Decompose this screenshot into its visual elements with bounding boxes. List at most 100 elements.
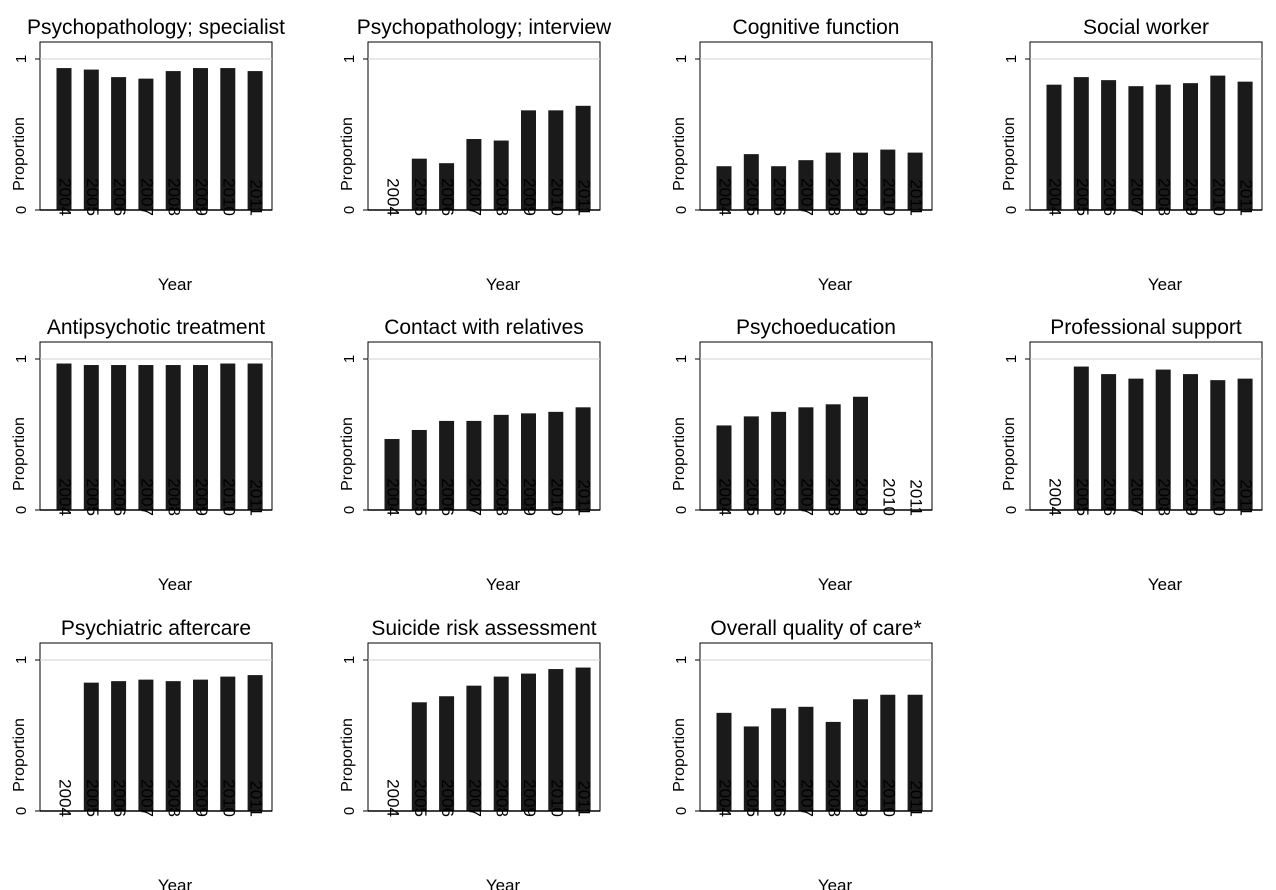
- chart-panel-1: 0 1 Proportion Psychopathology; specialist 2…: [11, 16, 285, 294]
- bar-2005: [411, 702, 427, 811]
- x-tick-label: 2006: [770, 779, 789, 817]
- x-tick-label: 2006: [438, 779, 457, 817]
- bar-2008: [1155, 369, 1171, 510]
- x-tick-label: 2010: [547, 478, 566, 516]
- y-tick-label: 0: [673, 807, 690, 815]
- chart-panel-4: 0 1 Proportion Social worker 2004 2005 2006 200…: [1001, 16, 1263, 294]
- x-tick-label: 2010: [1209, 178, 1228, 216]
- x-tick-label: 2006: [770, 478, 789, 516]
- x-axis-label: Year: [158, 876, 193, 890]
- x-tick-label: 2009: [192, 478, 211, 516]
- bar-2009: [521, 110, 536, 210]
- bar-2005: [743, 154, 759, 210]
- bar-2006: [111, 681, 127, 811]
- bar-2009: [193, 68, 208, 210]
- x-tick-label: 2004: [384, 779, 403, 817]
- bar-2011: [907, 694, 923, 811]
- chart-title: Psychiatric aftercare: [61, 617, 251, 640]
- y-tick-label: 0: [1003, 206, 1020, 214]
- bar-2005: [411, 429, 427, 510]
- x-tick-label: 2008: [493, 478, 512, 516]
- x-tick-label: 2011: [907, 179, 926, 216]
- chart-title: Professional support: [1050, 316, 1242, 339]
- y-tick-label: 0: [13, 807, 30, 815]
- y-axis-label: Proportion: [11, 417, 28, 491]
- x-tick-label: 2010: [1209, 478, 1228, 516]
- y-tick-label: 1: [341, 355, 358, 363]
- bar-2009: [1183, 374, 1198, 510]
- x-tick-label: 2007: [465, 478, 484, 516]
- chart-title: Suicide risk assessment: [371, 617, 596, 640]
- bar-2007: [466, 139, 482, 210]
- x-tick-label: 2008: [493, 779, 512, 817]
- x-axis-label: Year: [158, 275, 193, 294]
- x-tick-label: 2005: [411, 178, 430, 216]
- y-tick-label: 0: [13, 206, 30, 214]
- y-tick-label: 0: [673, 206, 690, 214]
- x-tick-label: 2004: [384, 178, 403, 216]
- x-tick-label: 2011: [247, 179, 266, 216]
- bar-2007: [798, 160, 814, 210]
- x-tick-label: 2004: [384, 478, 403, 516]
- chart-panel-10: 0 1 Proportion Suicide risk assessment 2004 2…: [339, 617, 601, 890]
- bar-2005: [83, 69, 99, 210]
- x-tick-label: 2008: [825, 178, 844, 216]
- chart-panel-2: 0 1 Proportion Psychopathology; interview 20…: [339, 16, 612, 294]
- bar-2008: [493, 676, 509, 811]
- bar-2008: [825, 721, 841, 811]
- x-tick-label: 2006: [1100, 478, 1119, 516]
- bar-2011: [247, 363, 263, 510]
- x-tick-label: 2010: [219, 178, 238, 216]
- y-tick-label: 0: [341, 807, 358, 815]
- x-tick-label: 2009: [192, 178, 211, 216]
- x-tick-label: 2011: [247, 780, 266, 817]
- x-tick-label: 2004: [716, 478, 735, 516]
- bar-2004: [56, 68, 72, 210]
- bar-2005: [1073, 77, 1089, 211]
- bar-2006: [439, 163, 455, 210]
- chart-panel-6: 0 1 Proportion Contact with relatives 2004 20…: [339, 316, 601, 594]
- bar-2011: [1237, 81, 1253, 211]
- bar-2007: [466, 685, 482, 811]
- y-axis-label: Proportion: [11, 117, 28, 191]
- x-tick-label: 2006: [438, 178, 457, 216]
- bar-2006: [439, 696, 455, 811]
- bar-2006: [771, 166, 787, 210]
- x-tick-label: 2007: [797, 478, 816, 516]
- y-tick-label: 1: [13, 55, 30, 63]
- y-tick-label: 0: [341, 206, 358, 214]
- chart-title: Cognitive function: [733, 16, 900, 39]
- x-tick-label: 2011: [1237, 479, 1256, 516]
- x-tick-label: 2007: [797, 779, 816, 817]
- bar-2006: [1101, 80, 1117, 210]
- y-axis-label: Proportion: [671, 718, 688, 792]
- x-tick-label: 2006: [110, 178, 129, 216]
- bar-2009: [853, 396, 868, 510]
- bar-2008: [493, 140, 509, 210]
- bar-2010: [880, 149, 896, 210]
- x-tick-label: 2011: [575, 479, 594, 516]
- bar-2009: [193, 365, 208, 510]
- x-tick-label: 2004: [56, 779, 75, 817]
- x-tick-label: 2007: [137, 178, 156, 216]
- bar-2006: [439, 420, 455, 510]
- x-tick-label: 2004: [716, 779, 735, 817]
- x-axis-label: Year: [158, 575, 193, 594]
- bar-2009: [193, 679, 208, 811]
- bar-2010: [220, 68, 236, 210]
- y-tick-label: 1: [673, 355, 690, 363]
- x-tick-label: 2007: [465, 779, 484, 817]
- x-tick-label: 2008: [1155, 478, 1174, 516]
- bar-2005: [83, 365, 99, 510]
- y-tick-label: 1: [13, 355, 30, 363]
- x-tick-label: 2005: [83, 178, 102, 216]
- x-tick-label: 2011: [247, 479, 266, 516]
- x-tick-label: 2011: [575, 780, 594, 817]
- bar-2008: [825, 152, 841, 210]
- bar-2009: [853, 152, 868, 210]
- x-axis-label: Year: [1148, 575, 1183, 594]
- x-tick-label: 2005: [83, 478, 102, 516]
- bar-2006: [1101, 374, 1117, 510]
- x-tick-label: 2006: [110, 779, 129, 817]
- y-axis-label: Proportion: [339, 417, 356, 491]
